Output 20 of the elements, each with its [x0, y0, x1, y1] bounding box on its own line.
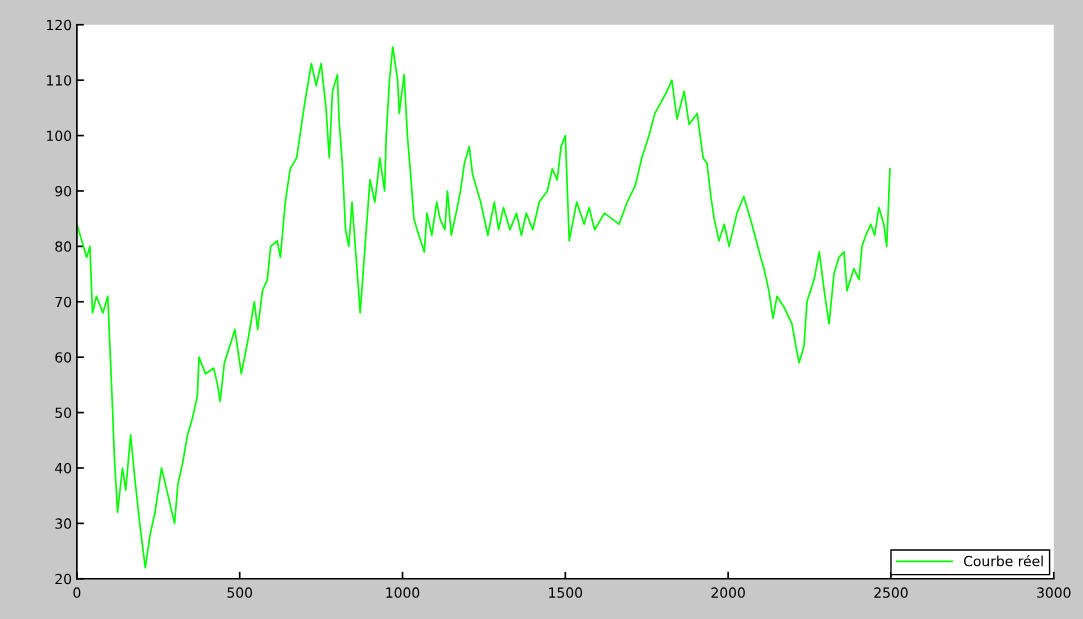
- x-tick-label: 0: [73, 587, 81, 598]
- x-tick-label: 3000: [1037, 587, 1071, 598]
- x-tick-label: 2500: [874, 587, 908, 598]
- y-tick-label: 70: [55, 296, 72, 308]
- y-tick-label: 20: [55, 573, 72, 585]
- line-series: [76, 46, 891, 569]
- y-tick-label: 110: [47, 75, 72, 86]
- x-tick-label: 1500: [549, 587, 583, 598]
- x-tick-label: 1000: [386, 587, 420, 598]
- y-tick-label: 40: [55, 462, 72, 474]
- y-tick-label: 60: [55, 352, 72, 363]
- y-tick-label: 120: [47, 19, 72, 31]
- y-tick-label: 50: [55, 407, 72, 419]
- y-tick-label: 90: [55, 185, 72, 197]
- legend-label: Courbe réel: [963, 555, 1043, 567]
- y-tick-label: 100: [47, 130, 72, 142]
- y-tick-label: 30: [55, 518, 72, 529]
- x-tick-label: 2000: [711, 587, 745, 598]
- x-tick-label: 500: [227, 587, 253, 598]
- y-tick-label: 80: [55, 241, 72, 252]
